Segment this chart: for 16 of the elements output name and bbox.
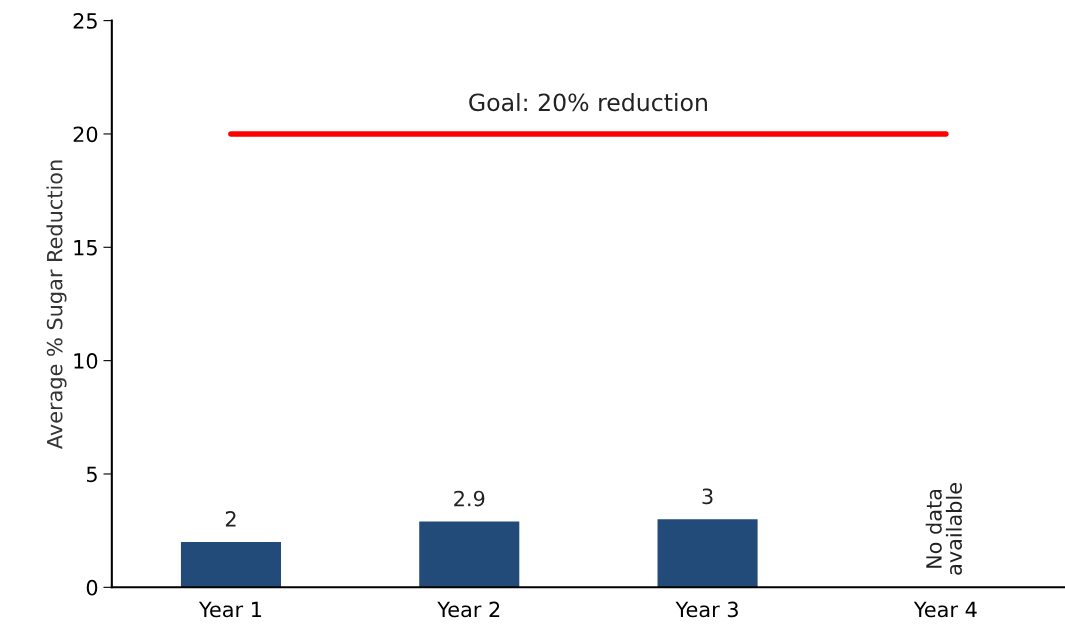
data-label: 2: [225, 511, 236, 527]
y-tick-label: 0: [86, 579, 98, 596]
x-tick-label: Year 3: [675, 601, 738, 618]
x-tick-label: Year 4: [913, 601, 977, 618]
y-tick-label: 5: [86, 466, 97, 483]
y-tick-label: 25: [73, 13, 97, 29]
y-tick-label: 15: [74, 240, 97, 256]
y-axis-title: Average % Sugar Reduction: [46, 160, 67, 449]
data-label: 2.9: [454, 490, 485, 507]
annotation: No data available: [925, 483, 962, 575]
y-tick-label: 10: [74, 353, 98, 369]
x-tick-label: Year 2: [437, 601, 500, 618]
ref-line-label: Goal: 20% reduction: [469, 92, 707, 112]
y-tick-label: 20: [73, 126, 98, 143]
data-label: 3: [702, 488, 713, 505]
x-tick-label: Year 1: [198, 601, 262, 618]
